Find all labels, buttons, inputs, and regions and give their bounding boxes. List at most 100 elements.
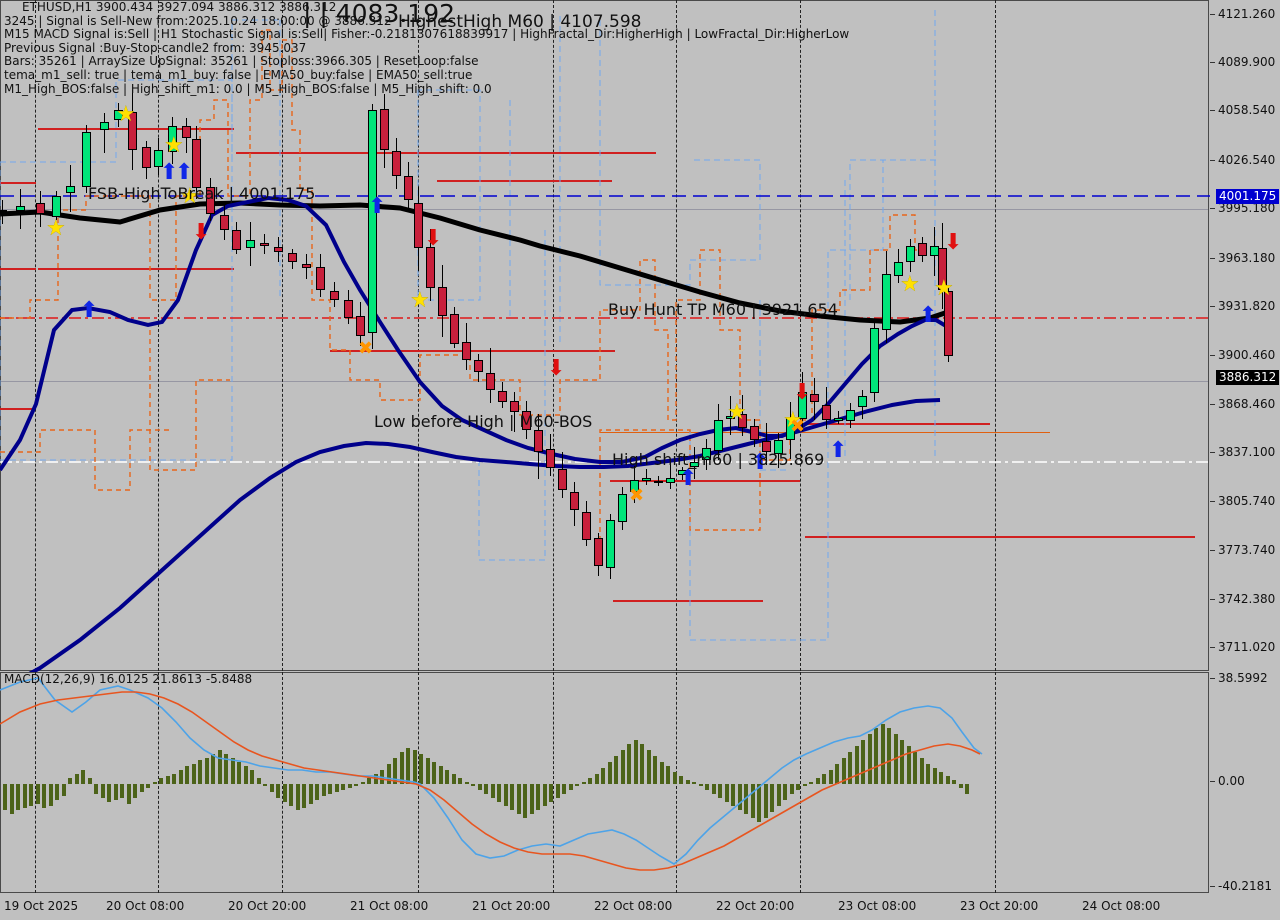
candle [665,464,675,489]
candle-body-bearish [437,287,447,316]
macd-histogram-bar [854,746,859,784]
macd-tick-label: -40.2181 [1218,879,1272,893]
macd-histogram-bar [490,784,495,798]
axis-tick [1210,647,1215,649]
annotation-high-shift-m60: High shift_m60 | 3825.869 [612,450,825,469]
candle [181,117,191,153]
sr-line [236,152,656,154]
macd-histogram-bar [230,758,235,784]
candle-body-bearish [181,126,191,138]
price-tick-label: 3773.740 [1218,543,1276,558]
info-line-4: Bars: 35261 | ArraySize UpSignal: 35261 … [4,54,479,69]
macd-histogram-bar [386,764,391,784]
candle [245,221,255,267]
candle [545,434,555,477]
candle [937,222,947,309]
macd-histogram-bar [438,766,443,784]
macd-histogram-bar [906,746,911,784]
candle-body-bearish [287,252,297,262]
time-separator [995,0,996,671]
candle [725,395,735,435]
time-tick-label: 20 Oct 20:00 [228,899,307,913]
candle-body-bearish [273,246,283,252]
price-chart-pane[interactable]: ★ ★ ★ ★ ★ ★ ★ ★ ★ ⬆ ⬆ ⬆ ⬆ ⬆ ⬆ ⬆ ⬆ ⬇ ⬇ ⬇ … [0,0,1210,672]
candle [641,468,651,485]
time-separator [282,672,283,893]
candle [581,501,591,546]
time-scale[interactable]: 19 Oct 2025 20 Oct 08:00 20 Oct 20:00 21 Oc… [0,894,1280,920]
candle-wick [103,112,105,153]
macd-histogram-bar [588,778,592,784]
macd-histogram-bar [529,784,534,814]
candle-body-bullish [797,391,807,419]
macd-histogram-bar [29,784,33,806]
macd-histogram-bar [282,784,287,802]
price-tick-label: 4089.900 [1218,54,1276,69]
candle-body-bearish [461,341,471,360]
candle [943,287,953,363]
candle [379,94,389,169]
candle-body-bearish [231,229,241,250]
macd-histogram-bar [484,784,488,794]
candle-body-bearish [557,468,567,490]
sr-line [437,180,612,182]
macd-histogram-bar [61,784,66,796]
sr-line [0,268,36,270]
macd-indicator-pane[interactable]: MACD(12,26,9) 16.0125 21.8613 -5.8488 [0,672,1210,894]
price-pane-border [0,0,1209,671]
macd-histogram-bar [809,782,813,784]
macd-histogram-bar [555,784,560,798]
candle [35,190,45,227]
candle [569,481,579,526]
candle [761,423,771,466]
macd-histogram-bar [42,784,46,808]
candle-body-bearish [737,413,747,428]
macd-histogram-bar [367,778,371,784]
price-tick-label: 4121.260 [1218,6,1276,21]
macd-histogram-bar [659,762,664,784]
time-tick-label: 23 Oct 20:00 [960,899,1039,913]
sr-line [610,480,800,482]
time-separator [676,0,677,671]
sr-line [0,408,35,410]
candle [461,323,471,371]
candle-body-bearish [943,291,953,356]
macd-scale[interactable]: 38.5992 0.00 -40.2181 [1210,671,1280,894]
candle [301,254,311,280]
time-tick-label: 23 Oct 08:00 [838,899,917,913]
axis-tick [1210,110,1215,112]
macd-histogram-bar [172,774,176,784]
candle-body-bearish [821,404,831,420]
candle-body-bullish [641,477,651,481]
grid-line [1,381,1208,382]
sell-arrow: ⬇ [793,380,812,405]
candle [845,402,855,428]
info-line-3: Previous Signal :Buy-Stop-candle2 from: … [4,40,307,55]
candle [287,248,297,269]
macd-histogram-bar [81,770,85,784]
macd-histogram-bar [120,784,124,798]
macd-histogram-bar [373,774,378,784]
bid-price-tag: 4001.175 [1216,189,1280,204]
macd-histogram-bar [55,784,59,800]
sr-line [805,536,1195,538]
cross-marker: ✖ [358,338,374,359]
candle [509,392,519,432]
macd-histogram-bar [477,784,482,790]
candle-body-bearish [315,266,325,290]
macd-histogram-bar [861,740,865,784]
time-tick-label: 19 Oct 2025 [4,899,79,913]
axis-tick [1210,598,1215,600]
annotation-buy-hunt-tp: Buy Hunt TP M60 | 3921.654 [608,300,838,319]
macd-histogram-bar [815,778,820,784]
candle [141,141,151,180]
candle-body-bullish [689,461,699,468]
candle [593,533,603,577]
price-scale[interactable]: 4121.260 4089.900 4058.540 4026.540 3995.180… [1210,0,1280,672]
candle [219,202,229,240]
candle [881,251,891,344]
macd-histogram-bar [432,762,436,784]
macd-histogram-bar [399,752,404,784]
candle [533,413,543,479]
candle-body-bearish [809,394,819,402]
